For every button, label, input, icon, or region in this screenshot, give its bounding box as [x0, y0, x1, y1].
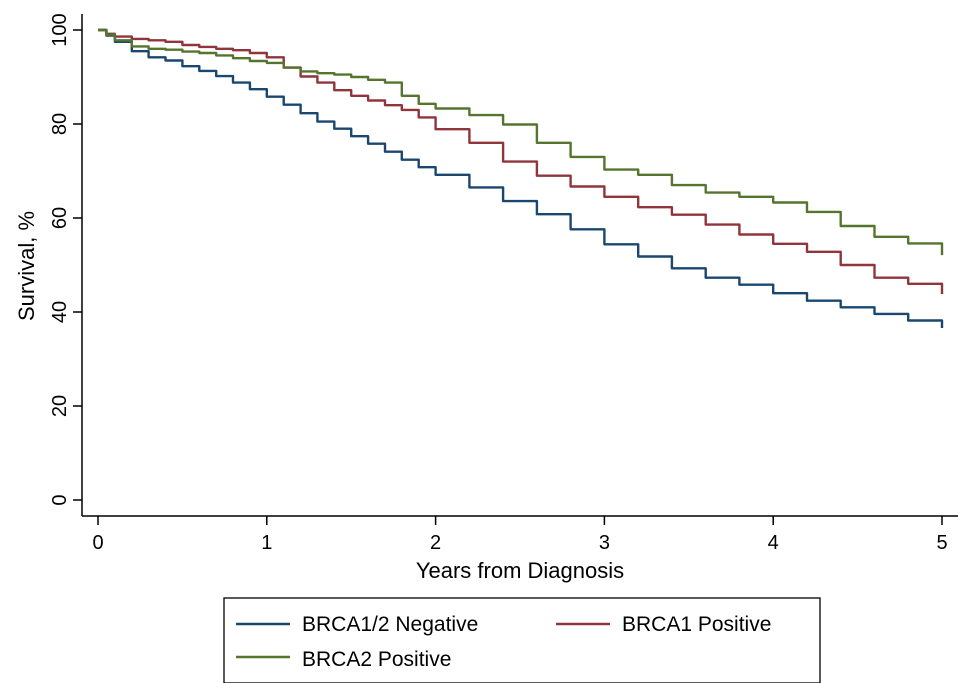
series-line-2 — [98, 28, 944, 256]
axes-layer: 0 1 2 3 4 5 0 20 40 60 80 100 — [49, 13, 958, 554]
legend-label-brca1-positive: BRCA1 Positive — [622, 613, 771, 636]
series-line-1 — [98, 28, 944, 295]
series-line-0 — [98, 28, 944, 328]
series-layer — [98, 28, 944, 328]
y-tick-label: 80 — [49, 113, 71, 135]
x-axis-title: Years from Diagnosis — [416, 558, 624, 583]
x-tick-label: 5 — [936, 532, 947, 554]
y-tick-label: 60 — [49, 207, 71, 229]
x-tick-label: 1 — [261, 532, 272, 554]
legend-box — [223, 597, 821, 683]
y-tick-label: 0 — [49, 494, 71, 505]
x-tick-label: 4 — [768, 532, 779, 554]
y-axis-title: Survival, % — [14, 211, 39, 321]
x-tick-label: 2 — [430, 532, 441, 554]
x-tick-label: 0 — [92, 532, 103, 554]
legend-label-brca2-positive: BRCA2 Positive — [302, 648, 451, 671]
x-tick-label: 3 — [599, 532, 610, 554]
y-tick-label: 100 — [49, 13, 71, 46]
y-tick-label: 40 — [49, 301, 71, 323]
y-tick-label: 20 — [49, 395, 71, 417]
legend-label-brca12-negative: BRCA1/2 Negative — [302, 613, 478, 636]
legend: BRCA1/2 Negative BRCA1 Positive BRCA2 Po… — [223, 597, 821, 683]
